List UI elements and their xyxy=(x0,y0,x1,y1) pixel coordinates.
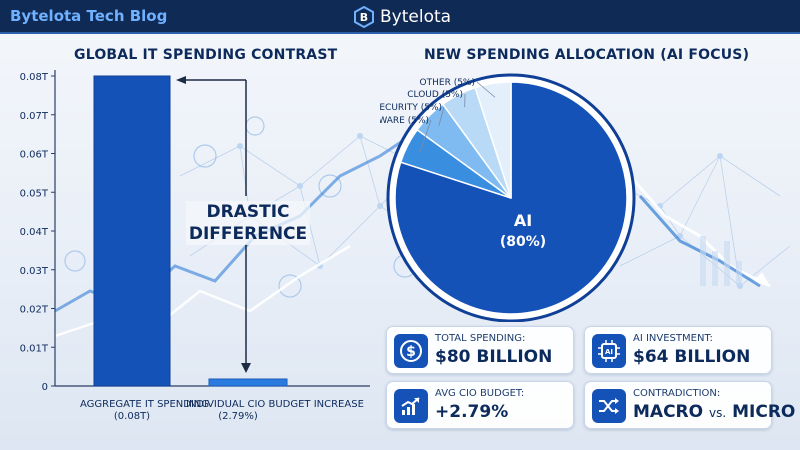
y-tick-label: 0.06T xyxy=(20,150,49,161)
contradiction-card: CONTRADICTION: MACRO vs. MICRO xyxy=(584,381,795,429)
category-value: (0.08T) xyxy=(113,411,151,422)
y-tick-label: 0 xyxy=(42,382,48,393)
callout-line xyxy=(419,119,432,152)
bar-category-aggregate: AGGREGATE IT SPENDING (0.08T) xyxy=(80,399,210,423)
callout-line xyxy=(476,81,496,98)
callout-line xyxy=(438,106,445,126)
value-macro: MACRO xyxy=(633,402,704,422)
card-label: AI INVESTMENT: xyxy=(633,333,713,344)
category-value: (2.79%) xyxy=(218,411,258,422)
brand[interactable]: B Bytelota xyxy=(354,6,451,28)
bar-1 xyxy=(93,75,171,387)
pie-chart-title: NEW SPENDING ALLOCATION (AI FOCUS) xyxy=(424,47,750,63)
dollar-icon: $ xyxy=(394,334,428,368)
header-bar: Bytelota Tech Blog B Bytelota xyxy=(0,0,800,34)
pie-label-3: CYBERSECURITY (5%) xyxy=(380,103,442,113)
card-label: CONTRADICTION: xyxy=(633,388,721,399)
bytelota-logo-icon: B xyxy=(354,6,374,28)
y-tick-label: 0.08T xyxy=(20,72,49,83)
pie-value-ai: (80%) xyxy=(500,234,546,250)
pie-label-2: HARDWARE (5%) xyxy=(380,116,429,126)
arrowhead-left xyxy=(176,76,186,84)
pie-slice-5 xyxy=(474,81,512,199)
ai-chip-icon: AI xyxy=(592,334,626,368)
drastic-difference-annotation: DRASTIC DIFFERENCE xyxy=(186,201,310,245)
pie-chart: AI (80%) HARDWARE (5%) CYBERSECURITY (5%) CL… xyxy=(380,73,636,322)
value-vs: vs. xyxy=(709,406,727,420)
card-value: $80 BILLION xyxy=(435,347,553,367)
y-tick-label: 0.02T xyxy=(20,305,49,316)
card-value: $64 BILLION xyxy=(633,347,751,367)
brand-name: Bytelota xyxy=(380,7,452,27)
pie-label-4: CLOUD (5%) xyxy=(407,90,463,100)
svg-text:AI: AI xyxy=(605,348,613,356)
card-value: MACRO vs. MICRO xyxy=(633,402,795,422)
bar-2 xyxy=(208,378,288,387)
total-spending-card: $ TOTAL SPENDING: $80 BILLION xyxy=(386,326,574,374)
bar-chart: 0 0.01T 0.02T 0.03T 0.04T 0.05T 0.06T 0.07T 0.08… xyxy=(20,70,370,393)
value-micro: MICRO xyxy=(732,402,796,422)
svg-text:B: B xyxy=(360,11,368,24)
pie-label-ai: AI xyxy=(514,211,532,230)
ai-investment-card: AI AI INVESTMENT: $64 BILLION xyxy=(584,326,772,374)
card-label: TOTAL SPENDING: xyxy=(435,333,526,344)
category-name: AGGREGATE IT SPENDING xyxy=(80,399,210,410)
arrowhead-down xyxy=(241,363,251,373)
y-tick-label: 0.03T xyxy=(20,266,49,277)
avg-cio-budget-card: AVG CIO BUDGET: +2.79% xyxy=(386,381,574,429)
card-label: AVG CIO BUDGET: xyxy=(435,388,525,399)
bar-chart-title: GLOBAL IT SPENDING CONTRAST xyxy=(74,47,338,63)
card-value: +2.79% xyxy=(435,402,509,422)
category-name: INDIVIDUAL CIO BUDGET INCREASE xyxy=(186,399,364,410)
bar-category-cio: INDIVIDUAL CIO BUDGET INCREASE (2.79%) xyxy=(186,399,364,423)
blog-name[interactable]: Bytelota Tech Blog xyxy=(10,7,168,25)
y-tick-label: 0.01T xyxy=(20,343,49,354)
svg-text:$: $ xyxy=(406,344,416,360)
pie-label-5: OTHER (5%) xyxy=(420,78,475,88)
y-tick-label: 0.04T xyxy=(20,227,49,238)
shuffle-icon xyxy=(592,389,626,423)
annotation-line-2: DIFFERENCE xyxy=(188,224,308,244)
y-tick-label: 0.05T xyxy=(20,188,49,199)
y-tick-label: 0.07T xyxy=(20,111,49,122)
pie-slice-1 xyxy=(394,81,628,315)
growth-chart-icon xyxy=(394,389,428,423)
annotation-line-1: DRASTIC xyxy=(206,202,290,222)
